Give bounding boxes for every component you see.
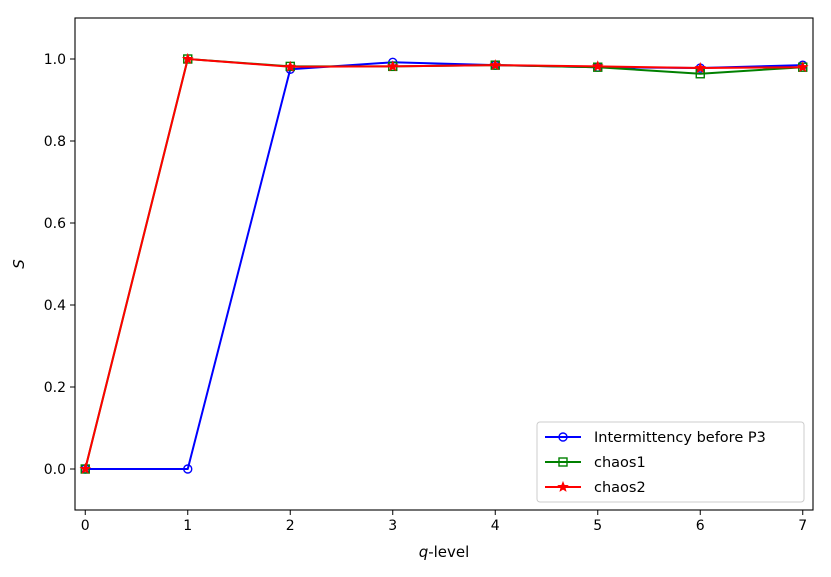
x-tick-label: 0 xyxy=(81,518,90,534)
y-axis-label: S xyxy=(10,259,28,269)
legend-entry: chaos2 xyxy=(545,480,646,496)
legend-entry: chaos1 xyxy=(545,455,646,471)
x-tick-label: 7 xyxy=(798,518,807,534)
legend-marker xyxy=(558,432,568,442)
x-tick-label: 6 xyxy=(696,518,705,534)
data-point xyxy=(694,61,707,73)
y-tick-label: 0.8 xyxy=(44,134,66,150)
data-point xyxy=(79,462,92,474)
y-tick-label: 0.0 xyxy=(44,462,66,478)
axis-ticks: 0 1 2 3 4 5 6 7 0.0 0.2 0.4 0.6 0.8 1.0 xyxy=(44,52,807,534)
y-tick-label: 0.6 xyxy=(44,216,66,232)
y-tick-label: 1.0 xyxy=(44,52,66,68)
legend: Intermittency before P3 chaos1 chaos2 xyxy=(536,421,805,503)
x-tick-label: 4 xyxy=(491,518,500,534)
y-tick-label: 0.4 xyxy=(44,298,66,314)
x-tick-label: 2 xyxy=(286,518,295,534)
data-point xyxy=(796,61,809,73)
x-axis-label-var: q xyxy=(419,543,429,561)
legend-label: Intermittency before P3 xyxy=(594,430,766,446)
legend-marker xyxy=(557,480,569,492)
x-tick-label: 5 xyxy=(593,518,602,534)
x-axis-label: q-level xyxy=(419,543,470,561)
data-point xyxy=(183,464,193,474)
x-tick-label: 1 xyxy=(183,518,192,534)
x-tick-label: 3 xyxy=(388,518,397,534)
legend-marker xyxy=(558,457,568,467)
series-line xyxy=(84,58,803,470)
x-axis-label-rest: -level xyxy=(428,543,469,561)
data-point xyxy=(489,59,502,71)
legend-entry: Intermittency before P3 xyxy=(545,430,766,446)
data-point xyxy=(386,60,399,72)
series-layer xyxy=(79,52,809,474)
legend-label: chaos2 xyxy=(594,480,646,496)
legend-box xyxy=(536,421,805,503)
y-tick-label: 0.2 xyxy=(44,380,66,396)
data-point xyxy=(284,60,297,72)
plot-frame xyxy=(74,17,814,511)
series-chaos2 xyxy=(79,52,809,474)
legend-label: chaos1 xyxy=(594,455,646,471)
data-point xyxy=(591,60,604,72)
data-point xyxy=(181,52,194,64)
